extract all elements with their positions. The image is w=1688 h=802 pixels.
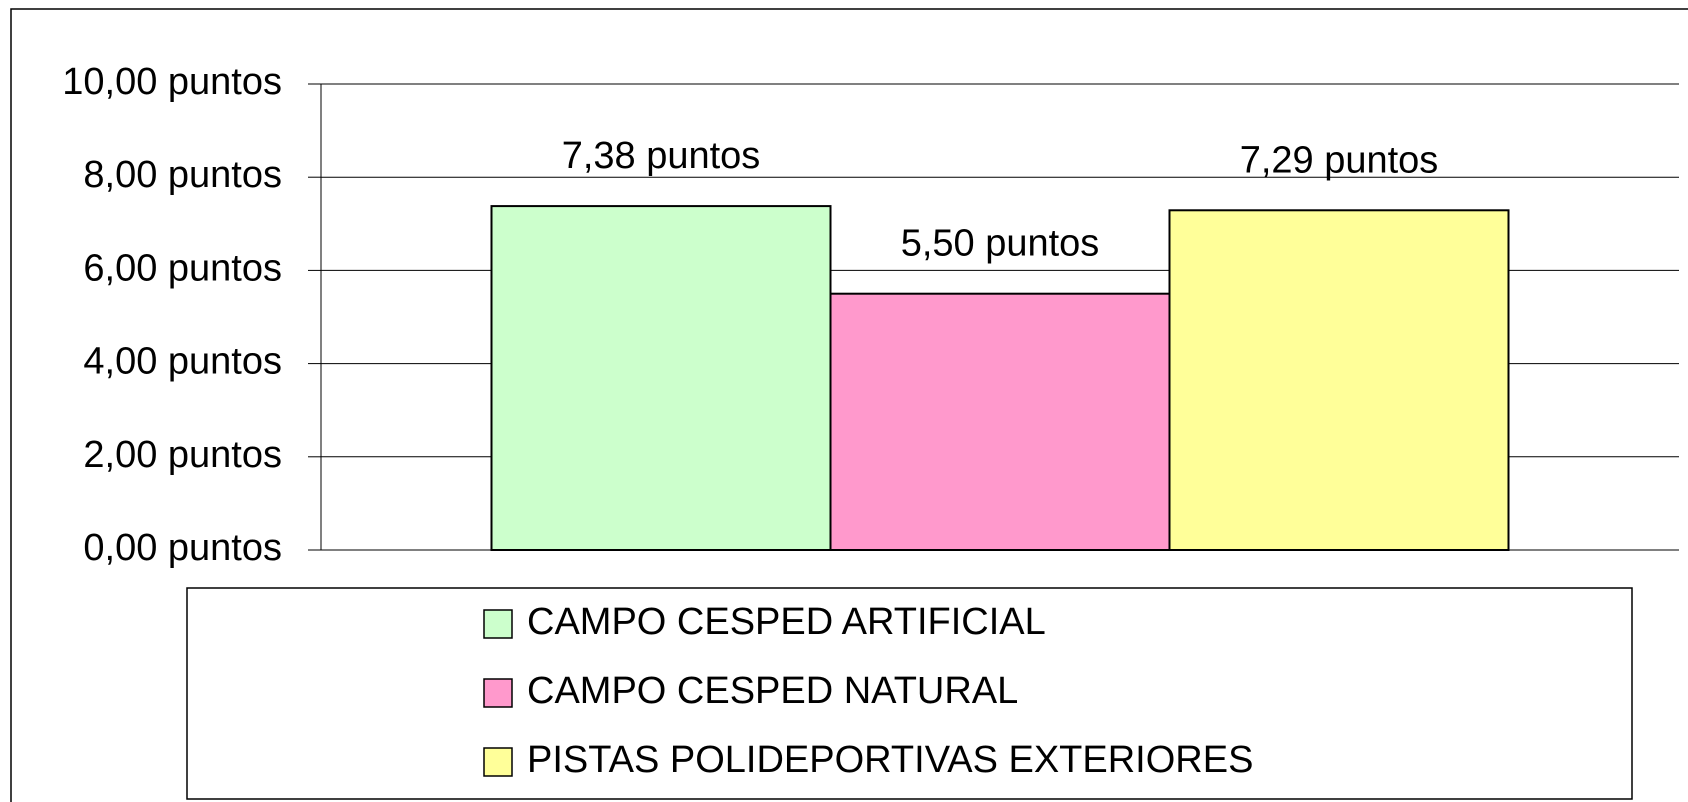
- bar: [829, 292, 1171, 551]
- y-tick-label: 4,00 puntos: [83, 341, 282, 383]
- legend-label: CAMPO CESPED ARTIFICIAL: [527, 601, 1046, 643]
- y-tick-label: 0,00 puntos: [83, 527, 282, 569]
- bar: [490, 205, 832, 551]
- y-tick-label: 2,00 puntos: [83, 434, 282, 476]
- legend-label: PISTAS POLIDEPORTIVAS EXTERIORES: [527, 739, 1253, 781]
- legend-swatch: [483, 609, 513, 639]
- legend-swatch: [483, 678, 513, 708]
- data-label: 7,38 puntos: [562, 135, 761, 177]
- legend-label: CAMPO CESPED NATURAL: [527, 670, 1018, 712]
- y-tick-label: 10,00 puntos: [62, 61, 282, 103]
- legend-swatch: [483, 747, 513, 777]
- data-label: 7,29 puntos: [1240, 139, 1439, 181]
- data-label: 5,50 puntos: [901, 223, 1100, 265]
- legend-box: [186, 587, 1633, 800]
- y-tick-label: 6,00 puntos: [83, 247, 282, 289]
- y-tick-label: 8,00 puntos: [83, 154, 282, 196]
- bar: [1168, 209, 1510, 551]
